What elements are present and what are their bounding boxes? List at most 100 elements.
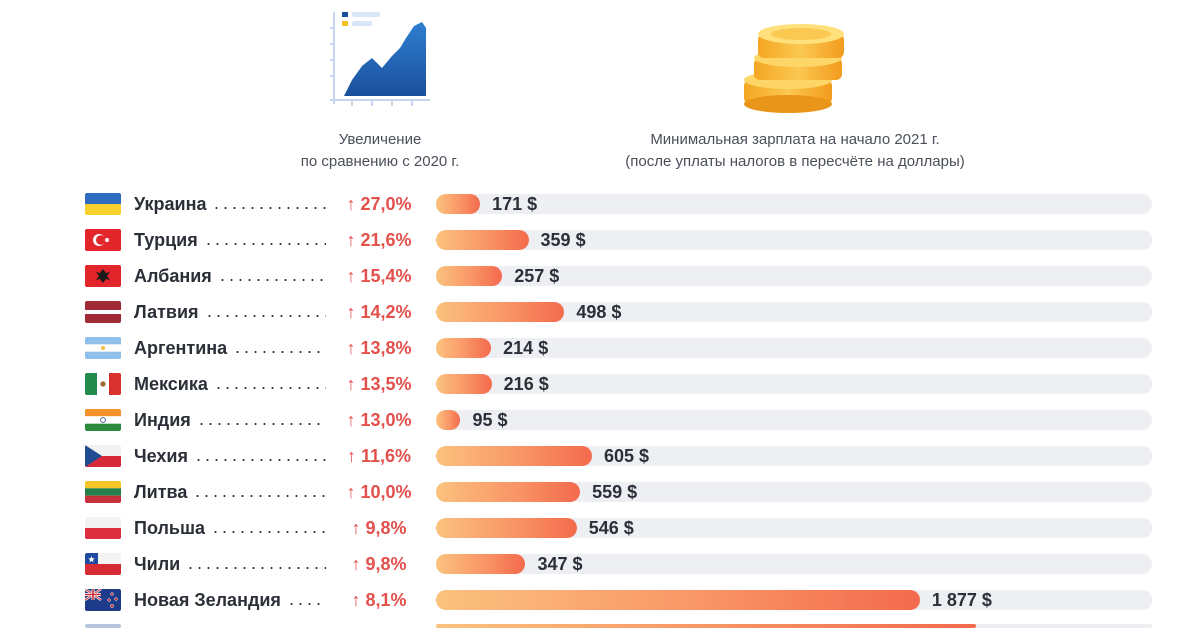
wage-bar [436, 554, 526, 574]
arrow-up-icon: ↑ [346, 410, 361, 430]
table-row: Албания ↑ 15,4%.............. 257 $ [0, 258, 1200, 294]
arrow-up-icon: ↑ [346, 338, 361, 358]
increase-value: 27,0% [360, 194, 412, 214]
increase-header-line2: по сравнению с 2020 г. [300, 153, 460, 170]
wage-value-label: 216 $ [503, 374, 549, 394]
table-row: Чехия ↑ 11,6%................. 605 $ [0, 438, 1200, 474]
dotted-leader: ............... [213, 517, 326, 537]
wage-value-label: 605 $ [603, 446, 649, 466]
increase-label: ↑ 13,8% [334, 337, 424, 359]
increase-label: ↑ 11,6% [334, 445, 424, 467]
dotted-leader: ................. [195, 481, 326, 501]
albania-flag-icon [85, 265, 121, 287]
wage-value-label: 347 $ [537, 554, 583, 574]
dotted-leader: ............ [235, 337, 326, 357]
increase-value: 13,8% [360, 338, 412, 358]
wage-bar [436, 194, 481, 214]
bar-track [436, 410, 1152, 430]
increase-label: ↑ 21,6% [334, 229, 424, 251]
wage-header-line2: (после уплаты налогов в пересчёте на дол… [625, 153, 965, 170]
coin-stack-icon [744, 24, 844, 113]
arrow-up-icon: ↑ [351, 590, 366, 610]
country-label: Албания [134, 266, 212, 286]
country-label: Мексика [134, 374, 208, 394]
bar-track [436, 374, 1152, 394]
dotted-leader: ..... [289, 589, 326, 609]
chile-flag-icon [85, 553, 121, 575]
lithuania-flag-icon [85, 481, 121, 503]
bar-track [436, 194, 1152, 214]
increase-label: ↑ 8,1% [334, 589, 424, 611]
cut-off-row [0, 624, 1200, 632]
wage-bar [436, 374, 492, 394]
wage-bar [436, 482, 581, 502]
table-row: Новая Зеландия ↑ 8,1%..... 1 877 $ [0, 582, 1200, 618]
bar-track [436, 446, 1152, 466]
table-row: Индия ↑ 13,0%................ 95 $ [0, 402, 1200, 438]
area-chart-icon [330, 12, 430, 106]
turkey-flag-icon [85, 229, 121, 251]
poland-flag-icon [85, 517, 121, 539]
dotted-leader: .................. [188, 553, 326, 573]
increase-value: 11,6% [360, 446, 412, 466]
increase-value: 14,2% [360, 302, 412, 322]
increase-value: 13,0% [360, 410, 412, 430]
table-row: Польша ↑ 9,8%............... 546 $ [0, 510, 1200, 546]
increase-label: ↑ 27,0% [334, 193, 424, 215]
increase-value: 9,8% [365, 518, 407, 538]
country-label: Чили [134, 554, 181, 574]
dotted-leader: ................ [199, 409, 326, 429]
country-label: Новая Зеландия [134, 590, 281, 610]
table-row: Литва ↑ 10,0%................. 559 $ [0, 474, 1200, 510]
latvia-flag-icon [85, 301, 121, 323]
wage-bar [436, 230, 529, 250]
bar-track [436, 338, 1152, 358]
arrow-up-icon: ↑ [346, 302, 361, 322]
country-label: Индия [134, 410, 191, 430]
table-row: Чили ↑ 9,8%.................. 347 $ [0, 546, 1200, 582]
argentina-flag-icon [85, 337, 121, 359]
bar-track [436, 482, 1152, 502]
arrow-up-icon: ↑ [346, 230, 361, 250]
country-label: Литва [134, 482, 188, 502]
wage-column-header: Минимальная зарплата на начало 2021 г. (… [560, 129, 1030, 173]
increase-label: ↑ 14,2% [334, 301, 424, 323]
country-label: Польша [134, 518, 205, 538]
wage-bar [436, 266, 503, 286]
bar-track [436, 554, 1152, 574]
mexico-flag-icon [85, 373, 121, 395]
bar-track [436, 230, 1152, 250]
wage-value-label: 559 $ [592, 482, 638, 502]
wage-value-label: 95 $ [472, 410, 508, 430]
country-label: Латвия [134, 302, 199, 322]
wage-bar [436, 590, 920, 610]
arrow-up-icon: ↑ [346, 194, 361, 214]
bar-track [436, 302, 1152, 322]
dotted-leader: ................. [196, 445, 326, 465]
wage-bar [436, 410, 461, 430]
cut-off-bar [436, 624, 976, 628]
arrow-up-icon: ↑ [346, 266, 361, 286]
arrow-up-icon: ↑ [346, 374, 361, 394]
wage-bar [436, 302, 565, 322]
bar-track [436, 266, 1152, 286]
increase-label: ↑ 9,8% [334, 553, 424, 575]
table-row: Латвия ↑ 14,2%............... 498 $ [0, 294, 1200, 330]
wage-bar [436, 338, 492, 358]
arrow-up-icon: ↑ [351, 518, 366, 538]
country-label: Украина [134, 194, 207, 214]
table-row: Украина ↑ 27,0%............... 171 $ [0, 186, 1200, 222]
wage-value-label: 1 877 $ [931, 590, 992, 610]
increase-value: 13,5% [360, 374, 412, 394]
wage-value-label: 498 $ [576, 302, 622, 322]
arrow-up-icon: ↑ [351, 554, 366, 574]
country-label: Чехия [134, 446, 188, 466]
increase-column-header: Увеличение по сравнению с 2020 г. [270, 129, 490, 173]
increase-label: ↑ 10,0% [334, 481, 424, 503]
increase-label: ↑ 15,4% [334, 265, 424, 287]
increase-value: 15,4% [360, 266, 412, 286]
czechia-flag-icon [85, 445, 121, 467]
wage-value-label: 546 $ [588, 518, 634, 538]
wage-header-line1: Минимальная зарплата на начало 2021 г. [650, 131, 940, 148]
increase-label: ↑ 9,8% [334, 517, 424, 539]
